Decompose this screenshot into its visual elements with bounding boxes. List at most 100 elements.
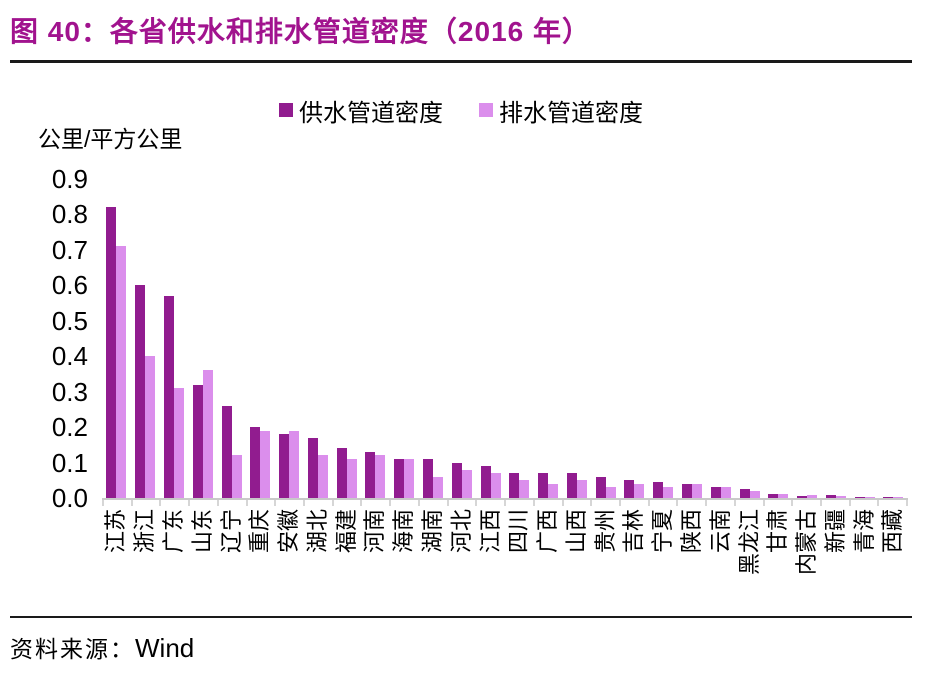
legend-swatch-icon [279, 103, 293, 117]
bar-drainage [634, 483, 645, 498]
bar-group [563, 179, 592, 498]
x-axis-label-cell: 云南 [706, 509, 735, 612]
x-axis-tick [102, 500, 133, 506]
y-axis-unit-label: 公里/平方公里 [38, 126, 183, 152]
bar-group [131, 179, 160, 498]
x-axis-tick-label: 青海 [851, 509, 877, 554]
x-axis-label-cell: 贵州 [591, 509, 620, 612]
y-axis-tick-label: 0.2 [51, 412, 88, 443]
bar-supply [768, 494, 779, 498]
bar-supply [365, 451, 376, 498]
x-axis-label-cell: 江西 [476, 509, 505, 612]
bar-supply [480, 466, 491, 498]
bar-supply [307, 437, 318, 498]
bar-supply [451, 462, 462, 498]
bar-supply [221, 405, 232, 498]
x-axis-tick-label: 湖北 [304, 509, 330, 554]
source-line: 资料来源：Wind [10, 630, 912, 664]
chart-legend: 供水管道密度 排水管道密度 [10, 93, 912, 128]
bar-group [649, 179, 678, 498]
x-axis-tick [190, 500, 219, 506]
x-axis-label-cell: 内蒙古 [793, 509, 822, 612]
bar-supply [279, 434, 290, 498]
bar-group [332, 179, 361, 498]
bar-supply [595, 476, 606, 498]
chart-area: 0.9 0.8 0.7 0.6 0.5 0.4 0.3 0.2 0.1 0.0 [10, 166, 912, 511]
source-label: 资料来源： [10, 637, 135, 662]
bar-supply [106, 207, 117, 498]
x-axis-tick [650, 500, 679, 506]
x-axis-tick-label: 云南 [707, 509, 733, 554]
x-axis-label-cell: 吉林 [620, 509, 649, 612]
bar-group [102, 179, 131, 498]
bar-drainage [289, 430, 300, 498]
source-value: Wind [135, 633, 195, 663]
bar-drainage [145, 356, 156, 498]
x-axis-tick-label: 吉林 [621, 509, 647, 554]
x-axis-tick [334, 500, 363, 506]
bar-drainage [519, 480, 530, 498]
x-axis-tick [248, 500, 277, 506]
x-axis-tick [707, 500, 736, 506]
x-axis-tick [793, 500, 822, 506]
y-axis-tick-label: 0.6 [51, 270, 88, 301]
bar-group [735, 179, 764, 498]
bar-supply [710, 487, 721, 498]
x-axis-tick-label: 陕西 [679, 509, 705, 554]
bar-group [534, 179, 563, 498]
bar-supply [739, 489, 750, 498]
x-axis-tick [449, 500, 478, 506]
bar-drainage [432, 476, 443, 498]
bar-supply [797, 496, 808, 498]
bar-group [678, 179, 707, 498]
bar-supply [653, 482, 664, 498]
figure-title: 图 40：各省供水和排水管道密度（2016 年） [10, 16, 591, 47]
x-axis-tick-label: 甘肃 [765, 509, 791, 554]
legend-label: 排水管道密度 [499, 99, 643, 127]
bar-supply [509, 473, 520, 498]
x-axis-label-cell: 辽宁 [217, 509, 246, 612]
x-axis-tick [564, 500, 593, 506]
bar-group [822, 179, 851, 498]
x-axis-tick-label: 河南 [362, 509, 388, 554]
x-axis-label-cell: 宁夏 [649, 509, 678, 612]
x-axis-label-cell: 重庆 [246, 509, 275, 612]
bar-group [447, 179, 476, 498]
bar-supply [854, 496, 865, 498]
bar-drainage [260, 430, 271, 498]
x-axis-label-cell: 广西 [534, 509, 563, 612]
bar-drainage [893, 497, 904, 498]
x-axis-label-cell: 黑龙江 [735, 509, 764, 612]
y-axis: 0.9 0.8 0.7 0.6 0.5 0.4 0.3 0.2 0.1 0.0 [10, 166, 102, 511]
x-axis-tick-label: 新疆 [822, 509, 848, 554]
x-axis-tick [879, 500, 909, 506]
bar-group [303, 179, 332, 498]
x-axis-tick-label: 广东 [160, 509, 186, 554]
bar-drainage [317, 455, 328, 498]
bar-drainage [864, 496, 875, 498]
legend-item-drainage: 排水管道密度 [479, 93, 643, 128]
bar-group [275, 179, 304, 498]
bar-drainage [346, 459, 357, 498]
bar-drainage [116, 246, 127, 498]
x-axis-tick-label: 安徽 [276, 509, 302, 554]
x-axis-tick-label: 四川 [506, 509, 532, 554]
x-axis-tick-label: 辽宁 [218, 509, 244, 554]
bar-drainage [835, 495, 846, 498]
x-axis-labels: 江苏 浙江 广东 山东 辽宁 重庆 安徽 湖北 福建 河南 海南 湖南 河北 江西 四川 广西 山西 贵州 吉林 宁夏… [102, 509, 908, 612]
bar-group [188, 179, 217, 498]
x-axis-tick-label: 江西 [477, 509, 503, 554]
y-axis-tick-label: 0.9 [51, 164, 88, 194]
x-axis-label-cell: 江苏 [102, 509, 131, 612]
bar-supply [135, 285, 146, 498]
bar-supply [566, 473, 577, 498]
source-divider [10, 616, 912, 618]
bar-supply [883, 497, 894, 498]
x-axis-label-cell: 青海 [850, 509, 879, 612]
bar-drainage [202, 370, 213, 498]
x-axis-tick-label: 浙江 [132, 509, 158, 554]
x-axis-tick [276, 500, 306, 506]
x-axis-tick [851, 500, 880, 506]
legend-label: 供水管道密度 [299, 99, 443, 127]
